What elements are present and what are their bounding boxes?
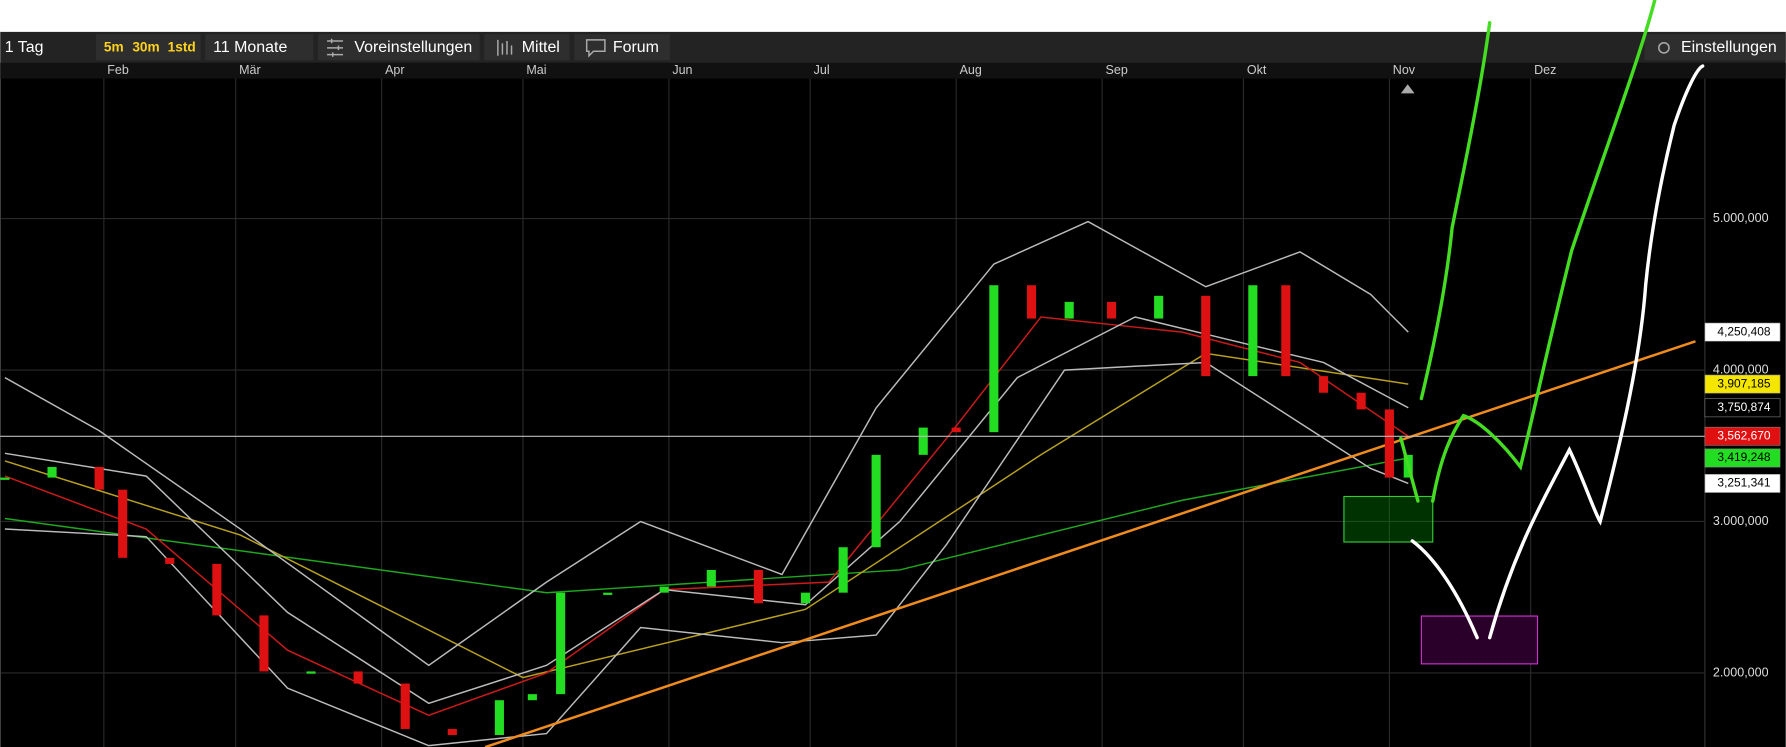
- forum-icon: [585, 39, 606, 58]
- candle: [165, 557, 175, 564]
- top-band: [0, 0, 1786, 32]
- candle: [706, 569, 716, 587]
- x-tick-label: Sep: [1106, 63, 1128, 77]
- interval-button[interactable]: 5m: [104, 39, 124, 54]
- forum-button[interactable]: [574, 34, 670, 61]
- candle: [1248, 285, 1258, 377]
- candle: [1064, 301, 1074, 319]
- indicator-label[interactable]: Mittel: [522, 39, 560, 56]
- interval-button[interactable]: 30m: [132, 39, 159, 54]
- price-label: 4,250,408: [1717, 324, 1770, 338]
- candle: [1107, 301, 1117, 319]
- price-label: 3,562,670: [1717, 428, 1770, 442]
- interval-group: [95, 34, 201, 61]
- presets-icon: [327, 38, 343, 57]
- price-label: 3,750,874: [1717, 400, 1770, 414]
- candle: [1318, 376, 1329, 393]
- candle: [400, 683, 410, 729]
- green-zone: [1343, 495, 1434, 543]
- candle: [1384, 409, 1394, 478]
- presets-label[interactable]: Voreinstellungen: [354, 39, 472, 56]
- plot-layer: Feb Mär Apr Mai Jun Jul Aug Sep Okt Nov Dez 2.000,0…: [0, 63, 1769, 747]
- candle: [918, 427, 928, 455]
- hand-drawings: [1343, 0, 1705, 665]
- indicator-icon: [497, 39, 513, 56]
- candle: [118, 489, 128, 558]
- y-tick-label: 4.000,000: [1713, 362, 1769, 376]
- overlay-line: [4, 316, 1409, 705]
- price-label-box: [1704, 374, 1781, 394]
- price-label: 3,419,248: [1717, 450, 1770, 464]
- settings-label[interactable]: Einstellungen: [1681, 39, 1777, 56]
- candle: [800, 592, 811, 604]
- price-label: 3,251,341: [1717, 476, 1770, 490]
- candle: [753, 569, 763, 604]
- candle: [1154, 295, 1164, 319]
- candle: [1356, 392, 1366, 410]
- overlay-line: [4, 457, 1409, 594]
- candle: [838, 547, 848, 593]
- white-stroke: [1410, 64, 1705, 640]
- x-tick-label: Jul: [814, 63, 830, 77]
- candle: [1026, 285, 1037, 319]
- month-strip: [0, 62, 1786, 79]
- price-label-box: [1704, 474, 1781, 493]
- range-label[interactable]: 11 Monate: [213, 39, 287, 56]
- x-tick-label: Mai: [526, 63, 546, 77]
- range-button[interactable]: [205, 34, 314, 61]
- candle: [989, 285, 999, 433]
- settings-button[interactable]: [1644, 34, 1786, 61]
- green-stroke: [1419, 21, 1492, 401]
- candle: [871, 454, 881, 548]
- x-tick-label: Feb: [107, 63, 129, 77]
- green-stroke: [1399, 0, 1657, 503]
- candle: [1201, 295, 1211, 377]
- x-tick-label: Mär: [239, 63, 261, 77]
- price-label: 3,907,185: [1717, 376, 1770, 390]
- overlay-line: [484, 340, 1696, 747]
- x-tick-label: Nov: [1393, 63, 1416, 77]
- candle: [94, 466, 104, 490]
- candle: [494, 700, 504, 736]
- price-labels: 4,250,408 3,907,185 3,750,874 3,562,670 3,41…: [1704, 322, 1781, 493]
- x-tick-label: Okt: [1247, 63, 1267, 77]
- candle: [353, 671, 363, 684]
- x-tick-label: Aug: [960, 63, 982, 77]
- settings-icon: [1658, 41, 1670, 54]
- presets-button[interactable]: [317, 34, 480, 61]
- candle: [306, 671, 316, 674]
- magenta-zone: [1420, 615, 1539, 665]
- candle: [1281, 285, 1291, 377]
- candle: [659, 586, 669, 593]
- price-label-box: [1704, 448, 1781, 468]
- price-label-box: [1704, 322, 1781, 342]
- y-tick-label: 3.000,000: [1713, 514, 1769, 528]
- candle: [0, 477, 10, 480]
- candle: [603, 592, 613, 595]
- y-tick-label: 2.000,000: [1713, 665, 1769, 679]
- overlay-line: [4, 361, 1409, 747]
- candle: [212, 563, 222, 616]
- overlay-line: [4, 220, 1409, 667]
- interval-button[interactable]: 1std: [168, 39, 196, 54]
- period-label[interactable]: 1 Tag: [5, 39, 44, 56]
- candle: [447, 728, 457, 736]
- candle: [556, 592, 566, 695]
- toolbar-icons: [327, 38, 1670, 58]
- candle: [47, 466, 57, 478]
- forum-label[interactable]: Forum: [613, 39, 659, 56]
- price-label-box: [1704, 398, 1781, 418]
- y-tick-label: 5.000,000: [1713, 211, 1769, 225]
- x-tick-label: Dez: [1534, 63, 1556, 77]
- candle: [951, 427, 961, 433]
- x-tick-label: Jun: [672, 63, 692, 77]
- x-tick-label: Apr: [385, 63, 404, 77]
- candle: [259, 615, 269, 672]
- event-marker: [1400, 84, 1415, 94]
- price-label-box: [1704, 426, 1781, 446]
- candle: [527, 694, 537, 701]
